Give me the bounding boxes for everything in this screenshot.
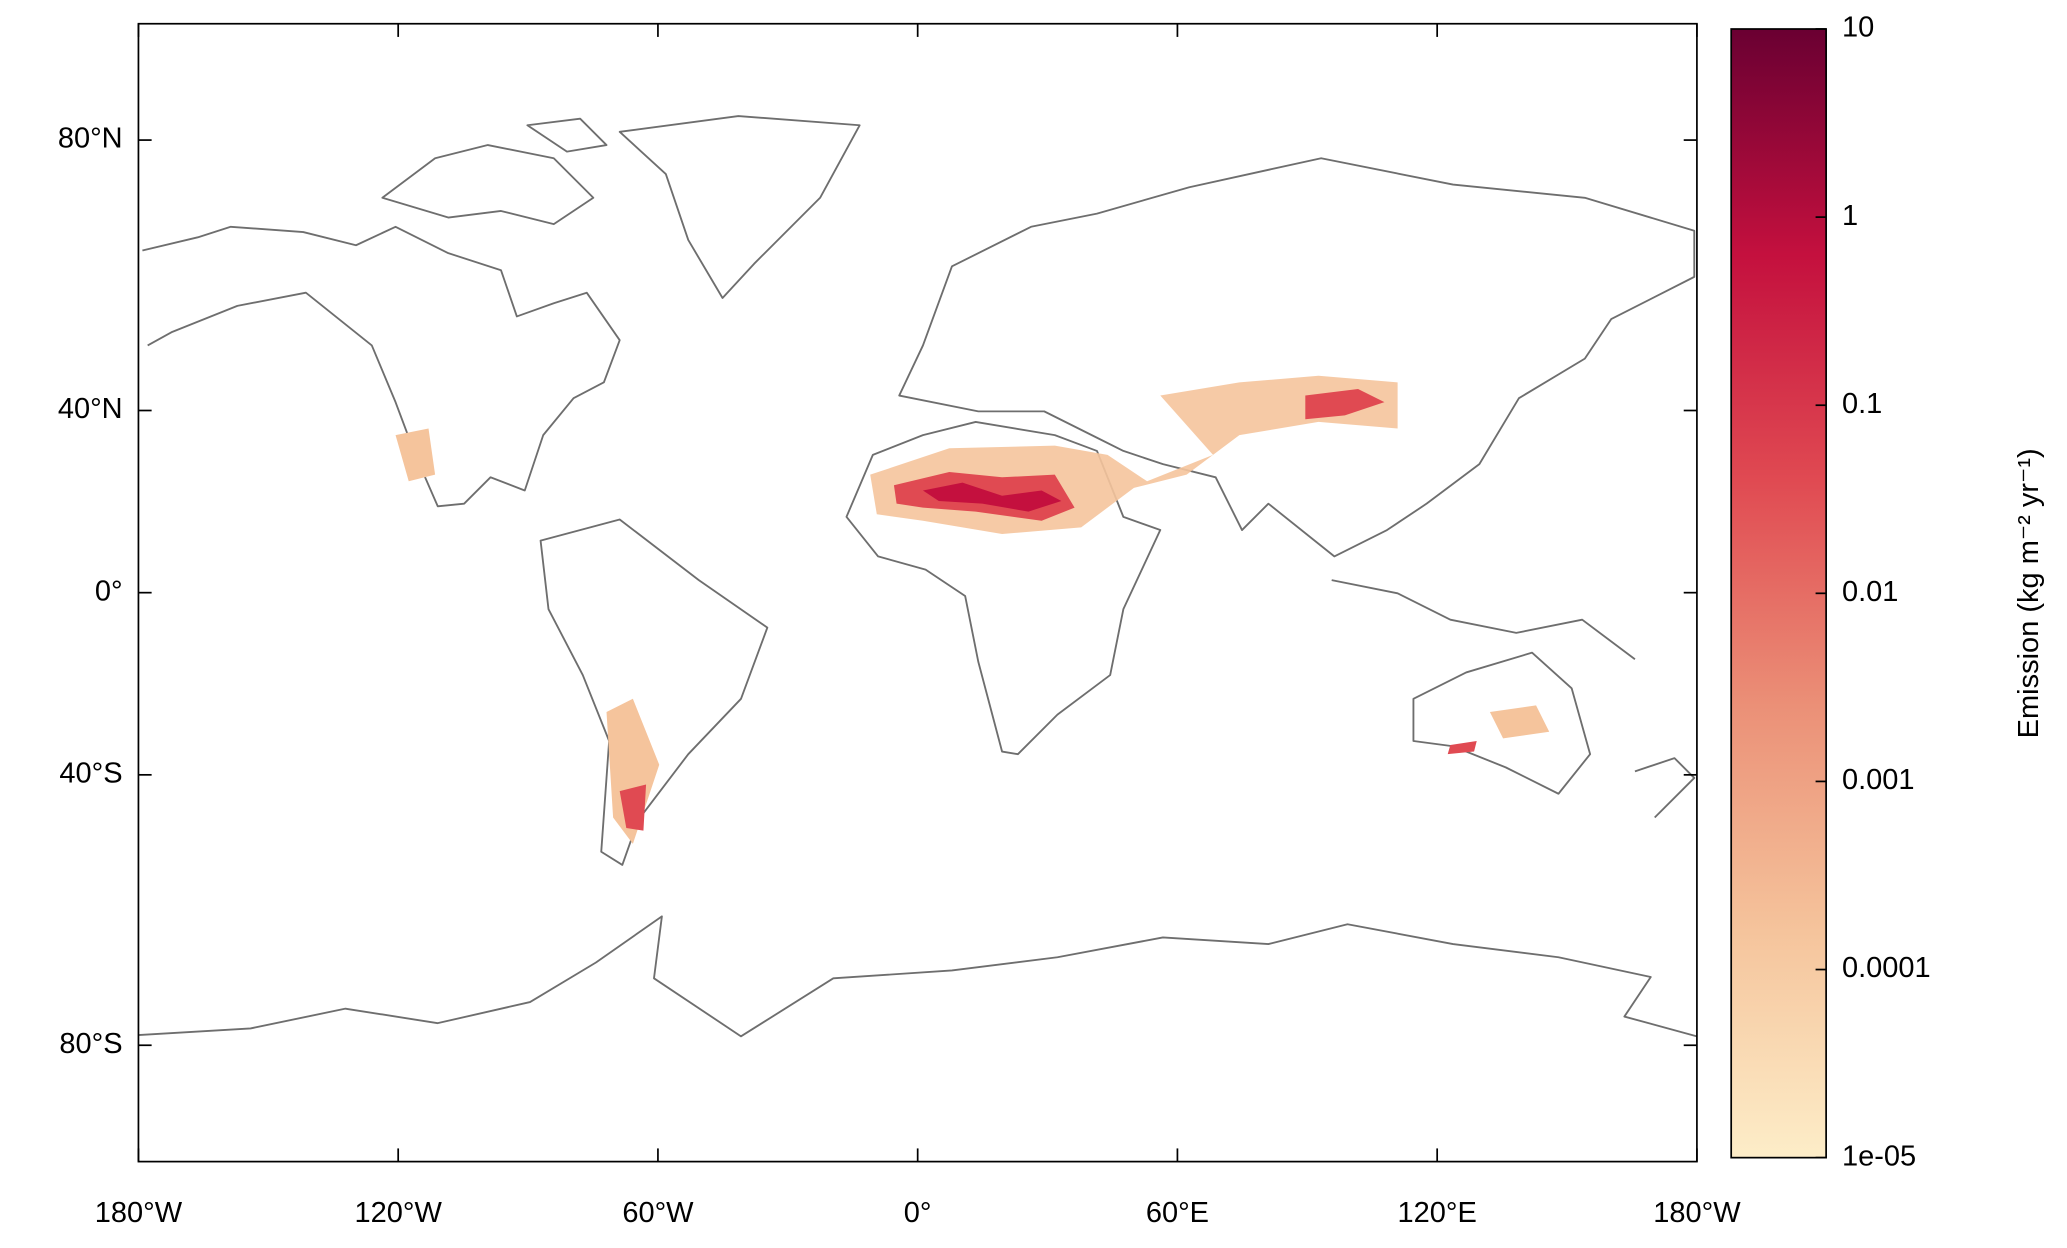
south-america <box>539 518 769 866</box>
colorbar <box>1730 28 1827 1159</box>
y-tick-label: 40°S <box>59 757 122 789</box>
greenland <box>618 115 861 299</box>
x-tick-label: 180°W <box>95 1197 183 1229</box>
colorbar-tick-label: 0.0001 <box>1842 952 1931 984</box>
antarctica <box>138 915 1698 1038</box>
eurasia <box>898 157 1696 558</box>
map-root: 180°W 120°W 60°W 0° 60°E 120°E 180°W 80°N 40°N 0°… <box>58 12 2045 1229</box>
y-tick-label: 80°S <box>59 1028 122 1060</box>
x-tick-label: 120°E <box>1398 1197 1477 1229</box>
y-tick-label: 0° <box>95 575 123 607</box>
emission-field <box>395 375 1550 844</box>
emission-area <box>922 482 1062 512</box>
x-tick-label: 180°W <box>1653 1197 1741 1229</box>
colorbar-tick-label: 10 <box>1842 12 1874 44</box>
colorbar-tick-label: 0.1 <box>1842 388 1882 420</box>
colorbar-tick-label: 1e-05 <box>1842 1140 1916 1172</box>
australia <box>1412 651 1592 795</box>
coastlines <box>138 115 1698 1038</box>
africa <box>845 420 1162 756</box>
se-asia-islands <box>1331 579 1696 819</box>
x-tick-label: 60°E <box>1146 1197 1209 1229</box>
plot-frame <box>137 22 1698 1163</box>
y-tick-label: 80°N <box>58 123 123 155</box>
colorbar-label: Emission (kg m⁻² yr⁻¹) <box>2013 448 2045 738</box>
colorbar-tick-label: 0.001 <box>1842 764 1915 796</box>
colorbar-tick-label: 1 <box>1842 200 1858 232</box>
arctic-islands <box>381 117 608 226</box>
y-tick-label: 40°N <box>58 393 123 425</box>
x-tick-label: 120°W <box>355 1197 443 1229</box>
colorbar-tick-label: 0.01 <box>1842 576 1898 608</box>
emission-area <box>619 740 1477 831</box>
x-tick-label: 0° <box>904 1197 932 1229</box>
emission-area <box>1305 388 1385 420</box>
x-tick-label: 60°W <box>622 1197 694 1229</box>
north-america <box>142 225 621 508</box>
